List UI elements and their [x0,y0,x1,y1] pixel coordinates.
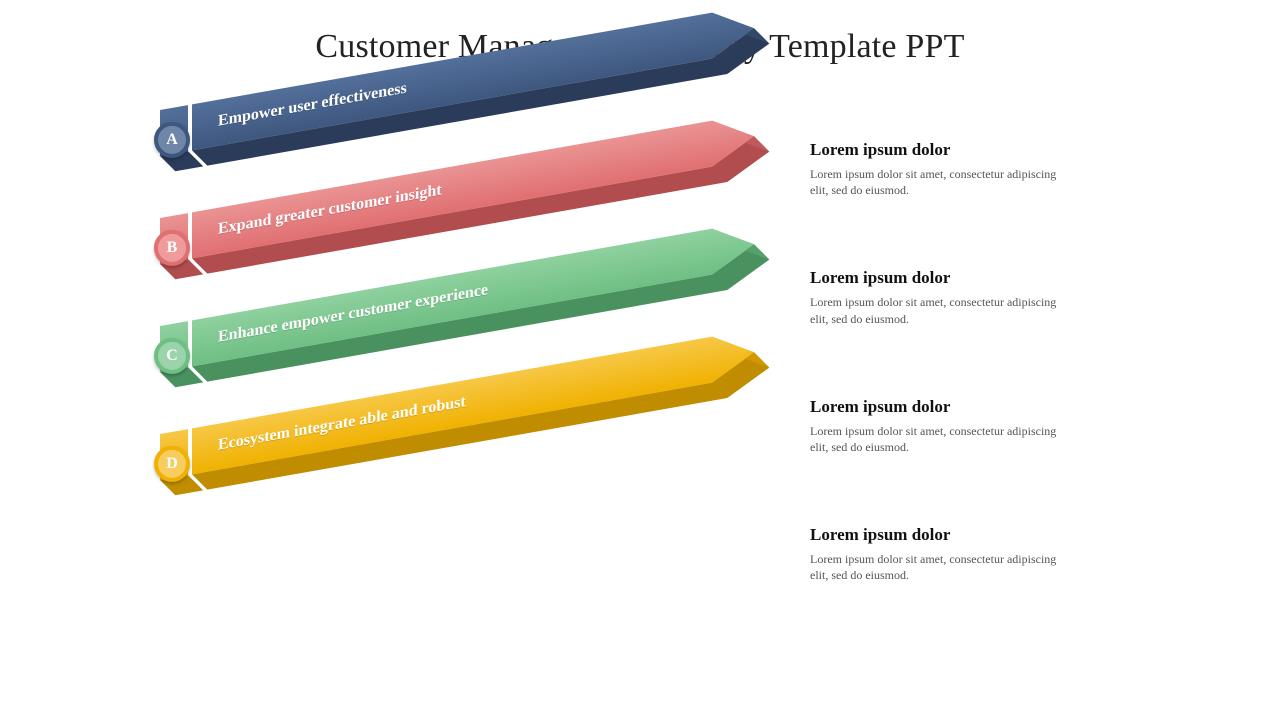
side-column: Lorem ipsum dolor Lorem ipsum dolor sit a… [810,140,1180,654]
side-heading: Lorem ipsum dolor [810,140,1180,160]
badge-letter: C [166,347,178,365]
side-heading: Lorem ipsum dolor [810,268,1180,288]
badge-letter: A [166,131,178,149]
badge-a: A [154,122,190,158]
badge-letter: D [166,455,178,473]
badge-b: B [154,230,190,266]
arrow-stage: AEmpower user effectiveness BExpand grea… [160,110,780,670]
badge-letter: B [167,239,178,257]
side-body: Lorem ipsum dolor sit amet, consectetur … [810,551,1070,583]
side-heading: Lorem ipsum dolor [810,525,1180,545]
side-item-d: Lorem ipsum dolor Lorem ipsum dolor sit a… [810,525,1180,583]
badge-c: C [154,338,190,374]
side-body: Lorem ipsum dolor sit amet, consectetur … [810,423,1070,455]
side-item-b: Lorem ipsum dolor Lorem ipsum dolor sit a… [810,268,1180,326]
side-heading: Lorem ipsum dolor [810,397,1180,417]
side-item-c: Lorem ipsum dolor Lorem ipsum dolor sit a… [810,397,1180,455]
badge-d: D [154,446,190,482]
side-body: Lorem ipsum dolor sit amet, consectetur … [810,294,1070,326]
side-body: Lorem ipsum dolor sit amet, consectetur … [810,166,1070,198]
side-item-a: Lorem ipsum dolor Lorem ipsum dolor sit a… [810,140,1180,198]
